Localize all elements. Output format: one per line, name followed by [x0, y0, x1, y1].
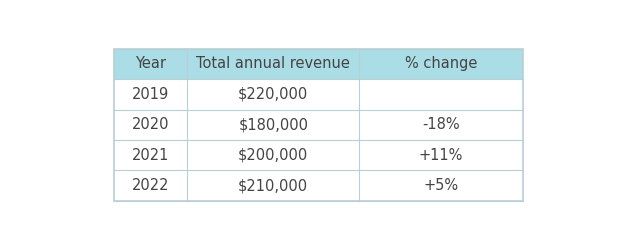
Bar — [114, 79, 188, 109]
Bar — [188, 140, 359, 170]
Text: Year: Year — [135, 56, 166, 71]
Bar — [188, 109, 359, 140]
Bar — [188, 170, 359, 201]
Bar — [188, 79, 359, 109]
Text: 2022: 2022 — [132, 178, 170, 193]
Text: $210,000: $210,000 — [238, 178, 308, 193]
Bar — [359, 79, 523, 109]
Bar — [359, 109, 523, 140]
Bar — [114, 140, 188, 170]
Bar — [114, 170, 188, 201]
Text: Total annual revenue: Total annual revenue — [196, 56, 350, 71]
Text: $180,000: $180,000 — [238, 117, 308, 132]
Text: $220,000: $220,000 — [238, 87, 309, 102]
Bar — [114, 49, 523, 201]
Text: -18%: -18% — [422, 117, 460, 132]
Bar — [114, 109, 188, 140]
Bar — [114, 49, 188, 79]
Text: +5%: +5% — [424, 178, 458, 193]
Bar — [359, 140, 523, 170]
Text: 2020: 2020 — [132, 117, 170, 132]
Text: +11%: +11% — [419, 148, 463, 163]
Bar — [188, 49, 359, 79]
Text: 2019: 2019 — [132, 87, 169, 102]
Bar — [359, 170, 523, 201]
Bar — [359, 49, 523, 79]
Text: $200,000: $200,000 — [238, 148, 309, 163]
Text: % change: % change — [405, 56, 477, 71]
Text: 2021: 2021 — [132, 148, 170, 163]
